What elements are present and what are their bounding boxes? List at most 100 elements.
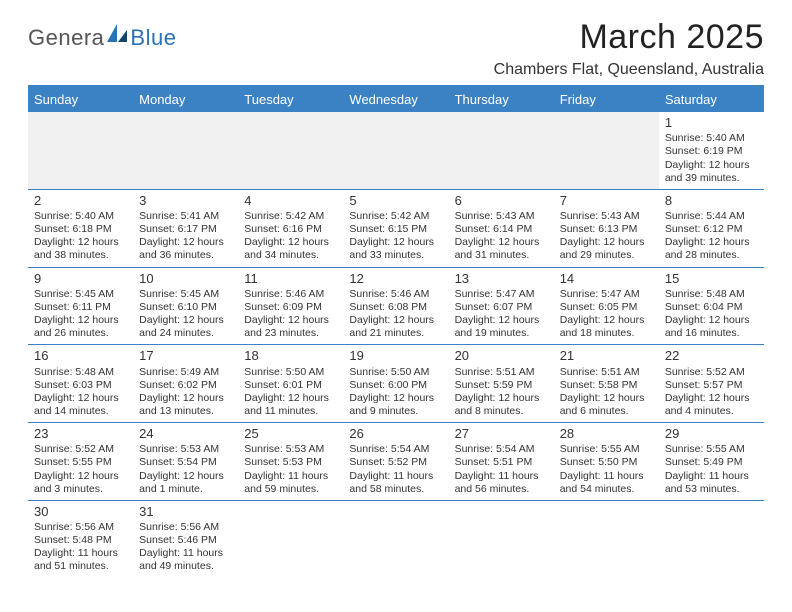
day-number: 21	[560, 348, 653, 364]
day-number: 13	[455, 271, 548, 287]
day-number: 19	[349, 348, 442, 364]
daylight2-text: and 8 minutes.	[455, 405, 548, 418]
sunset-text: Sunset: 6:07 PM	[455, 301, 548, 314]
title-block: March 2025 Chambers Flat, Queensland, Au…	[494, 18, 764, 79]
sunrise-text: Sunrise: 5:55 AM	[665, 443, 758, 456]
calendar-cell: 2Sunrise: 5:40 AMSunset: 6:18 PMDaylight…	[28, 189, 133, 267]
daylight1-text: Daylight: 12 hours	[455, 314, 548, 327]
calendar-cell: 11Sunrise: 5:46 AMSunset: 6:09 PMDayligh…	[238, 267, 343, 345]
day-number: 14	[560, 271, 653, 287]
day-number: 8	[665, 193, 758, 209]
sunset-text: Sunset: 5:54 PM	[139, 456, 232, 469]
daylight1-text: Daylight: 11 hours	[349, 470, 442, 483]
day-number: 16	[34, 348, 127, 364]
daylight1-text: Daylight: 12 hours	[139, 314, 232, 327]
logo-text-genera: Genera	[28, 25, 104, 51]
sunset-text: Sunset: 6:13 PM	[560, 223, 653, 236]
daylight2-text: and 18 minutes.	[560, 327, 653, 340]
sunrise-text: Sunrise: 5:47 AM	[560, 288, 653, 301]
daylight1-text: Daylight: 12 hours	[665, 159, 758, 172]
calendar-cell: 7Sunrise: 5:43 AMSunset: 6:13 PMDaylight…	[554, 189, 659, 267]
sunrise-text: Sunrise: 5:45 AM	[34, 288, 127, 301]
daylight1-text: Daylight: 12 hours	[34, 236, 127, 249]
day-number: 31	[139, 504, 232, 520]
daylight1-text: Daylight: 12 hours	[665, 314, 758, 327]
calendar-cell: 16Sunrise: 5:48 AMSunset: 6:03 PMDayligh…	[28, 345, 133, 423]
sunset-text: Sunset: 5:51 PM	[455, 456, 548, 469]
sunset-text: Sunset: 6:19 PM	[665, 145, 758, 158]
daylight1-text: Daylight: 12 hours	[349, 392, 442, 405]
daylight1-text: Daylight: 12 hours	[244, 314, 337, 327]
calendar-cell: 13Sunrise: 5:47 AMSunset: 6:07 PMDayligh…	[449, 267, 554, 345]
calendar-week-row: 16Sunrise: 5:48 AMSunset: 6:03 PMDayligh…	[28, 345, 764, 423]
calendar-cell	[133, 112, 238, 189]
page: Genera Blue March 2025 Chambers Flat, Qu…	[0, 0, 792, 612]
daylight1-text: Daylight: 11 hours	[244, 470, 337, 483]
calendar-week-row: 9Sunrise: 5:45 AMSunset: 6:11 PMDaylight…	[28, 267, 764, 345]
calendar-cell	[28, 112, 133, 189]
day-header-row: Sunday Monday Tuesday Wednesday Thursday…	[28, 87, 764, 112]
daylight1-text: Daylight: 12 hours	[560, 392, 653, 405]
daylight1-text: Daylight: 12 hours	[665, 392, 758, 405]
logo-text-blue: Blue	[130, 25, 176, 51]
calendar-cell	[659, 500, 764, 577]
sunset-text: Sunset: 5:53 PM	[244, 456, 337, 469]
sunrise-text: Sunrise: 5:54 AM	[349, 443, 442, 456]
sunset-text: Sunset: 5:48 PM	[34, 534, 127, 547]
sunrise-text: Sunrise: 5:49 AM	[139, 366, 232, 379]
calendar-cell: 15Sunrise: 5:48 AMSunset: 6:04 PMDayligh…	[659, 267, 764, 345]
calendar-cell: 26Sunrise: 5:54 AMSunset: 5:52 PMDayligh…	[343, 423, 448, 501]
sunrise-text: Sunrise: 5:48 AM	[665, 288, 758, 301]
calendar-cell	[554, 500, 659, 577]
daylight2-text: and 4 minutes.	[665, 405, 758, 418]
calendar-cell: 4Sunrise: 5:42 AMSunset: 6:16 PMDaylight…	[238, 189, 343, 267]
daylight1-text: Daylight: 12 hours	[139, 392, 232, 405]
sunset-text: Sunset: 6:10 PM	[139, 301, 232, 314]
header: Genera Blue March 2025 Chambers Flat, Qu…	[28, 18, 764, 79]
sunrise-text: Sunrise: 5:45 AM	[139, 288, 232, 301]
daylight1-text: Daylight: 12 hours	[34, 314, 127, 327]
daylight2-text: and 59 minutes.	[244, 483, 337, 496]
sunrise-text: Sunrise: 5:53 AM	[244, 443, 337, 456]
daylight2-text: and 14 minutes.	[34, 405, 127, 418]
sunrise-text: Sunrise: 5:56 AM	[139, 521, 232, 534]
sunrise-text: Sunrise: 5:50 AM	[244, 366, 337, 379]
calendar-cell: 3Sunrise: 5:41 AMSunset: 6:17 PMDaylight…	[133, 189, 238, 267]
sunset-text: Sunset: 5:57 PM	[665, 379, 758, 392]
sunrise-text: Sunrise: 5:47 AM	[455, 288, 548, 301]
sunrise-text: Sunrise: 5:43 AM	[455, 210, 548, 223]
day-header: Wednesday	[343, 87, 448, 112]
calendar-cell: 17Sunrise: 5:49 AMSunset: 6:02 PMDayligh…	[133, 345, 238, 423]
sunrise-text: Sunrise: 5:40 AM	[665, 132, 758, 145]
day-header: Saturday	[659, 87, 764, 112]
logo-sail-icon	[107, 24, 127, 47]
sunset-text: Sunset: 6:11 PM	[34, 301, 127, 314]
daylight1-text: Daylight: 12 hours	[139, 470, 232, 483]
sunset-text: Sunset: 6:04 PM	[665, 301, 758, 314]
day-number: 2	[34, 193, 127, 209]
day-number: 29	[665, 426, 758, 442]
daylight1-text: Daylight: 11 hours	[139, 547, 232, 560]
daylight2-text: and 19 minutes.	[455, 327, 548, 340]
sunrise-text: Sunrise: 5:51 AM	[560, 366, 653, 379]
calendar-cell: 22Sunrise: 5:52 AMSunset: 5:57 PMDayligh…	[659, 345, 764, 423]
sunrise-text: Sunrise: 5:53 AM	[139, 443, 232, 456]
daylight2-text: and 39 minutes.	[665, 172, 758, 185]
calendar-cell	[343, 112, 448, 189]
day-number: 5	[349, 193, 442, 209]
daylight1-text: Daylight: 12 hours	[244, 392, 337, 405]
calendar-cell	[343, 500, 448, 577]
sunset-text: Sunset: 5:49 PM	[665, 456, 758, 469]
calendar-cell: 5Sunrise: 5:42 AMSunset: 6:15 PMDaylight…	[343, 189, 448, 267]
daylight2-text: and 54 minutes.	[560, 483, 653, 496]
sunset-text: Sunset: 5:50 PM	[560, 456, 653, 469]
sunset-text: Sunset: 6:14 PM	[455, 223, 548, 236]
daylight2-text: and 3 minutes.	[34, 483, 127, 496]
calendar-cell: 10Sunrise: 5:45 AMSunset: 6:10 PMDayligh…	[133, 267, 238, 345]
daylight2-text: and 58 minutes.	[349, 483, 442, 496]
daylight2-text: and 11 minutes.	[244, 405, 337, 418]
calendar-cell: 12Sunrise: 5:46 AMSunset: 6:08 PMDayligh…	[343, 267, 448, 345]
sunrise-text: Sunrise: 5:54 AM	[455, 443, 548, 456]
daylight2-text: and 1 minute.	[139, 483, 232, 496]
day-number: 11	[244, 271, 337, 287]
